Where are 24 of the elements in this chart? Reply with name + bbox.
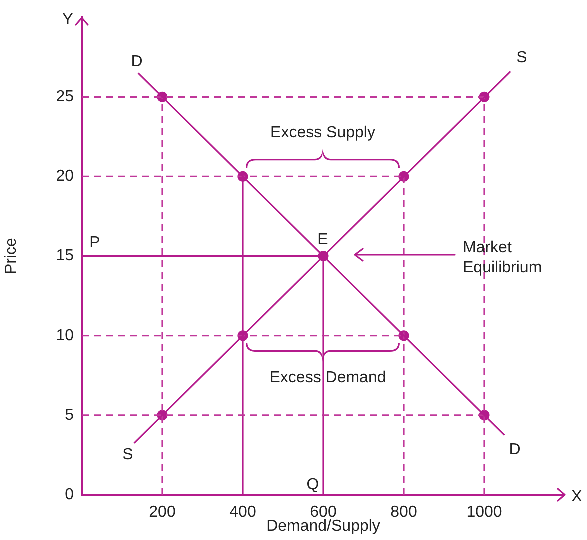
annotation: Excess Demand <box>270 369 386 386</box>
y-tick-label: 25 <box>56 88 74 106</box>
x-tick-label: 200 <box>149 504 176 522</box>
y-axis-title: Price <box>3 238 20 275</box>
y-tick-label: 0 <box>65 486 74 504</box>
x-tick-label: 800 <box>390 504 418 522</box>
annotation: S <box>516 49 528 66</box>
annotation: D <box>131 53 143 70</box>
y-tick-label: 20 <box>56 168 74 186</box>
annotation: S <box>122 446 134 464</box>
annotation: P <box>90 234 100 252</box>
annotation: D <box>509 441 521 458</box>
annotation: Q <box>306 476 320 494</box>
y-tick-label: 5 <box>65 406 74 424</box>
y-tick-label: 15 <box>56 248 74 265</box>
annotation: Excess Supply <box>270 124 376 142</box>
text: Y <box>62 11 74 28</box>
x-tick-label: 400 <box>230 504 256 522</box>
x-tick-label: 1000 <box>466 504 502 522</box>
y-tick-label: 10 <box>56 327 74 344</box>
annotation: E <box>318 231 328 248</box>
annotation: Market Equilibrium <box>463 239 542 276</box>
x-axis-title: Demand/Supply <box>266 518 380 535</box>
text: X <box>572 488 583 506</box>
